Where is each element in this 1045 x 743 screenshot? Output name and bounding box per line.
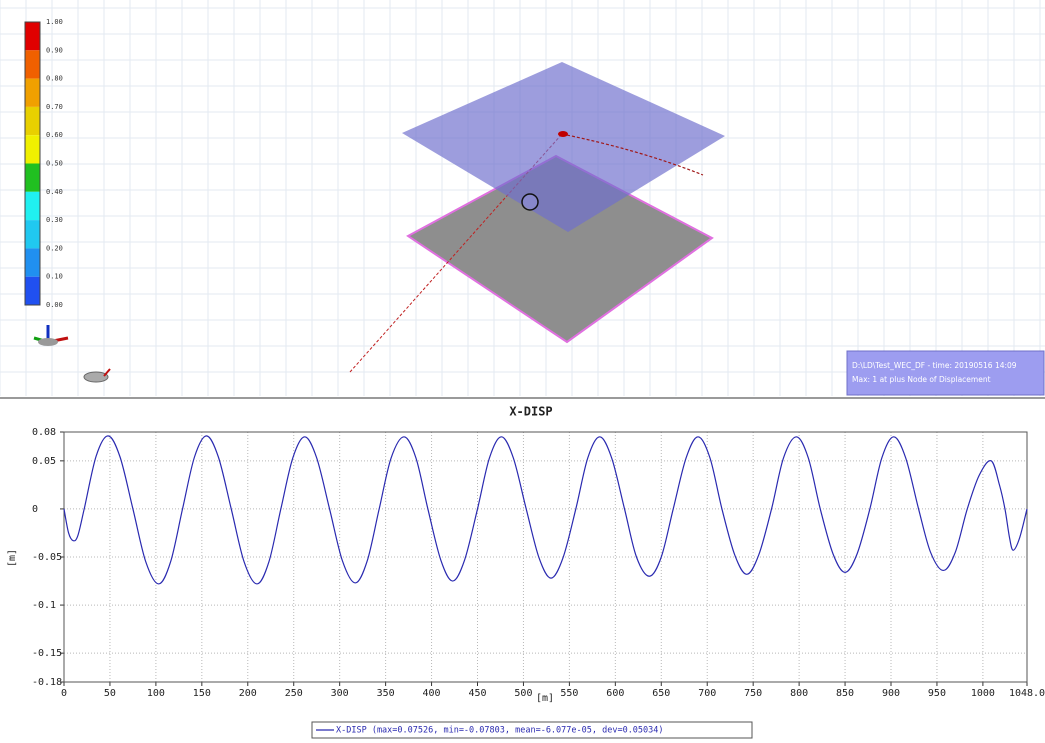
x-tick-label: 900 bbox=[882, 688, 900, 699]
colorbar-segment bbox=[25, 192, 40, 220]
x-tick-label: 700 bbox=[698, 688, 716, 699]
colorbar-segment bbox=[25, 107, 40, 135]
colorbar-label: 0.00 bbox=[46, 301, 63, 309]
colorbar-label: 0.60 bbox=[46, 131, 63, 139]
info-line: Max: 1 at plus Node of Displacement bbox=[852, 375, 991, 384]
viewport: 1.00 0.90 0.80 0.70 0.60 0.50 0.40 0.30 0.20 0.10… bbox=[0, 0, 1045, 398]
y-axis-label: [m] bbox=[7, 549, 18, 567]
x-tick-label: 500 bbox=[514, 688, 532, 699]
x-tick-label: 950 bbox=[928, 688, 946, 699]
y-tick-label: -0.15 bbox=[32, 648, 62, 659]
y-tick-label: -0.1 bbox=[32, 600, 56, 611]
colorbar-label: 1.00 bbox=[46, 18, 63, 26]
x-axis-label: [m] bbox=[536, 693, 554, 704]
x-tick-label: 600 bbox=[606, 688, 624, 699]
colorbar-label: 0.70 bbox=[46, 103, 63, 111]
screen: 1.00 0.90 0.80 0.70 0.60 0.50 0.40 0.30 0.20 0.10… bbox=[0, 0, 1045, 743]
colorbar-segment bbox=[25, 135, 40, 163]
info-line: D:\LD\Test_WEC_DF - time: 20190516 14:09 bbox=[852, 361, 1017, 370]
colorbar-segment bbox=[25, 277, 40, 305]
x-tick-label: 400 bbox=[423, 688, 441, 699]
colorbar-segment bbox=[25, 220, 40, 248]
info-box bbox=[847, 351, 1044, 395]
x-tick-label: 200 bbox=[239, 688, 257, 699]
colorbar-segment bbox=[25, 164, 40, 192]
x-tick-label: 650 bbox=[652, 688, 670, 699]
y-tick-label: 0.08 bbox=[32, 427, 56, 438]
colorbar-segment bbox=[25, 50, 40, 78]
x-tick-label: 250 bbox=[285, 688, 303, 699]
colorbar-segment bbox=[25, 79, 40, 107]
x-tick-label: 100 bbox=[147, 688, 165, 699]
x-tick-label: 300 bbox=[331, 688, 349, 699]
y-tick-label: 0 bbox=[32, 504, 38, 515]
selection-ring bbox=[522, 194, 538, 210]
colorbar-label: 0.90 bbox=[46, 46, 63, 54]
body-marker bbox=[558, 131, 568, 137]
x-tick-label: 450 bbox=[468, 688, 486, 699]
x-tick-label: 50 bbox=[104, 688, 116, 699]
chart-title: X-DISP bbox=[509, 405, 552, 419]
x-tick-label: 350 bbox=[377, 688, 395, 699]
legend-entry: X-DISP (max=0.07526, min=-0.07803, mean=… bbox=[336, 726, 664, 736]
x-tick-label: 850 bbox=[836, 688, 854, 699]
colorbar-label: 0.20 bbox=[46, 244, 63, 252]
legend: X-DISP (max=0.07526, min=-0.07803, mean=… bbox=[312, 722, 752, 738]
y-tick-label: -0.18 bbox=[32, 677, 62, 688]
chart: X-DISP [m] [m] 0 50 100 150 200 250 300 350 400 4… bbox=[7, 405, 1045, 739]
colorbar-label: 0.30 bbox=[46, 216, 63, 224]
x-tick-label: 150 bbox=[193, 688, 211, 699]
colorbar-segment bbox=[25, 248, 40, 276]
page: {"viewport": { "colorbar_labels": ["1.00… bbox=[0, 0, 1045, 743]
x-tick-label: 800 bbox=[790, 688, 808, 699]
x-tick-label: 750 bbox=[744, 688, 762, 699]
x-tick-label: 0 bbox=[61, 688, 67, 699]
colorbar-label: 0.80 bbox=[46, 75, 63, 83]
colorbar-label: 0.50 bbox=[46, 160, 63, 168]
colorbar-label: 0.40 bbox=[46, 188, 63, 196]
x-tick-label: 1000 bbox=[971, 688, 995, 699]
x-tick-label: 550 bbox=[560, 688, 578, 699]
y-tick-label: -0.05 bbox=[32, 552, 62, 563]
colorbar-segment bbox=[25, 22, 40, 50]
x-tick-label: 1048.0 bbox=[1009, 688, 1045, 699]
y-tick-label: 0.05 bbox=[32, 456, 56, 467]
colorbar-label: 0.10 bbox=[46, 273, 63, 281]
